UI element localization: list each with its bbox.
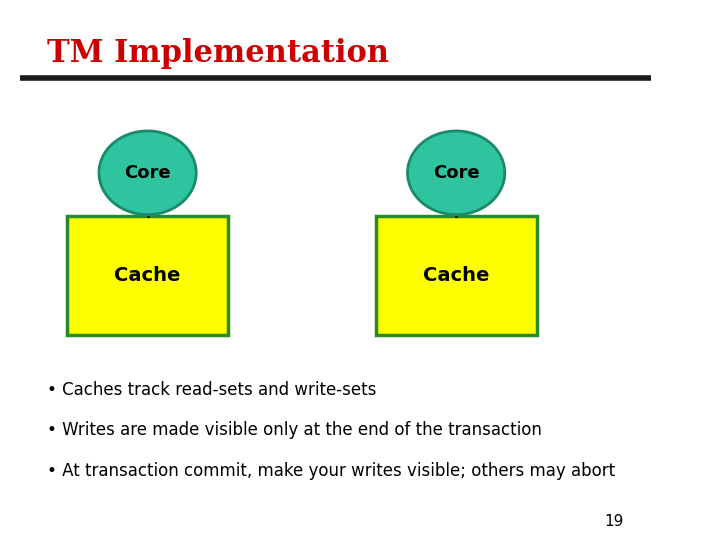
Text: Cache: Cache <box>114 266 181 285</box>
Text: • Writes are made visible only at the end of the transaction: • Writes are made visible only at the en… <box>47 421 542 439</box>
Text: Cache: Cache <box>423 266 490 285</box>
FancyBboxPatch shape <box>376 216 536 335</box>
Text: TM Implementation: TM Implementation <box>47 38 389 69</box>
Text: Core: Core <box>125 164 171 182</box>
Text: • At transaction commit, make your writes visible; others may abort: • At transaction commit, make your write… <box>47 462 615 480</box>
Ellipse shape <box>99 131 197 214</box>
Ellipse shape <box>408 131 505 214</box>
Text: Core: Core <box>433 164 480 182</box>
Text: • Caches track read-sets and write-sets: • Caches track read-sets and write-sets <box>47 381 377 399</box>
FancyBboxPatch shape <box>67 216 228 335</box>
Text: 19: 19 <box>605 514 624 529</box>
